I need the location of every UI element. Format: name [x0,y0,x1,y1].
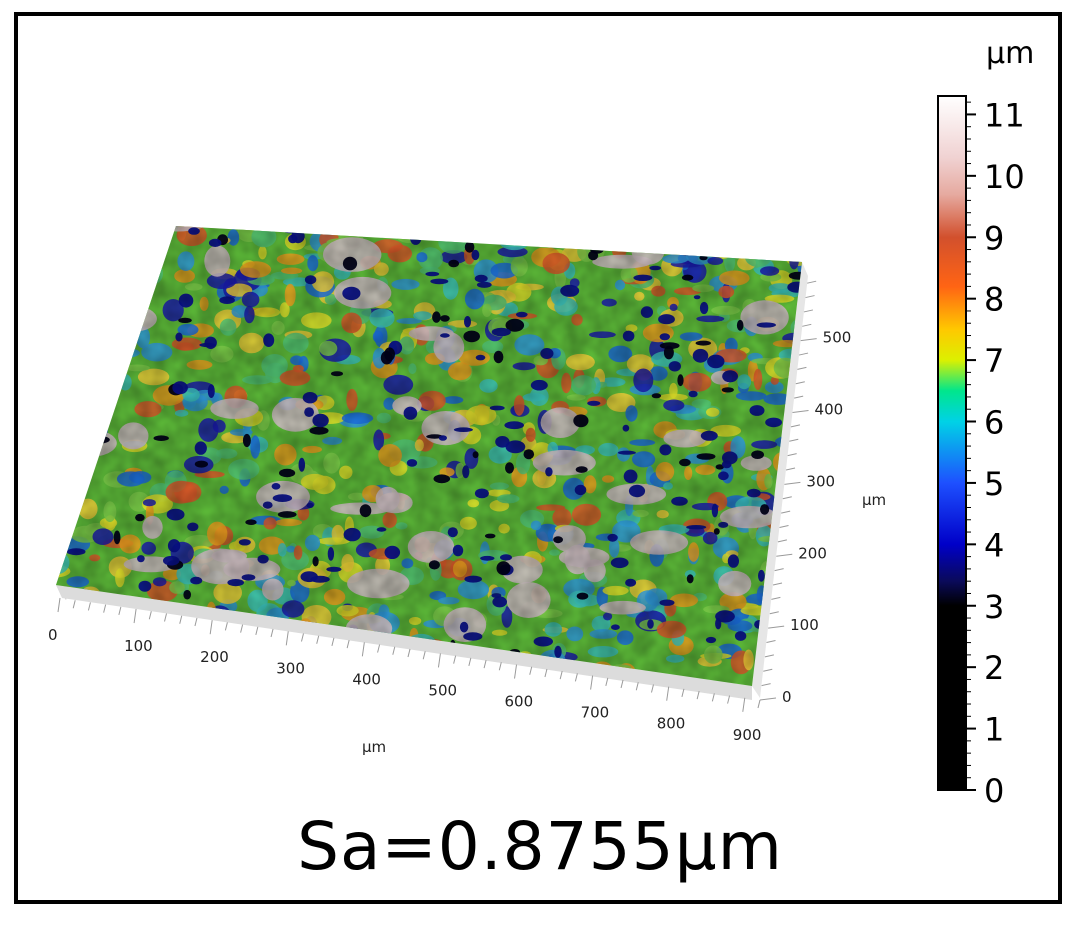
y-tick-label: 400 [815,401,844,419]
x-tick-label: 800 [657,715,686,733]
roughness-caption: Sa=0.8755μm [297,808,783,885]
y-axis-label: μm [862,491,886,509]
y-tick-label: 0 [782,688,792,706]
y-tick-label: 200 [798,544,827,562]
x-tick-label: 400 [352,670,381,688]
x-tick-label: 0 [48,626,58,644]
x-tick-label: 700 [581,704,610,722]
y-tick-label: 300 [806,472,835,490]
x-tick-label: 100 [124,637,153,655]
x-tick-label: 200 [200,648,229,666]
x-tick-label: 900 [733,726,762,744]
y-tick-label: 100 [790,616,819,634]
surface-height-map [56,226,802,686]
y-tick-label: 500 [823,329,852,347]
x-tick-label: 300 [276,659,305,677]
y-axis: 0 100 200 300 400 500 [759,280,852,706]
x-tick-label: 500 [428,681,457,699]
x-axis: 0 100 200 300 400 500 600 700 800 900 [48,597,762,744]
x-axis-label: μm [362,738,386,756]
x-tick-label: 600 [505,693,534,711]
